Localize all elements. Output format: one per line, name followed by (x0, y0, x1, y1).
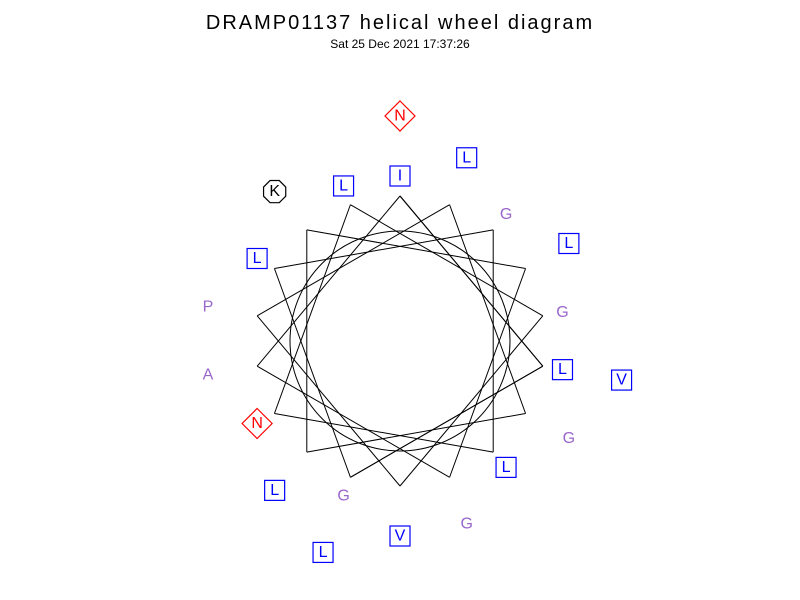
residue-4: G (500, 206, 512, 223)
residue-6: N (251, 415, 263, 432)
residue-16: G (460, 516, 472, 533)
residue-5: L (502, 459, 511, 476)
residue-1: L (558, 361, 567, 378)
helical-wheel-svg: I L G L G L N L G V P L G L K L G A N V L (0, 51, 800, 591)
residue-12: G (563, 430, 575, 447)
residue-8: G (556, 304, 568, 321)
residue-13: L (270, 482, 279, 499)
residue-11: L (462, 149, 471, 166)
residue-10: P (203, 299, 214, 316)
residue-2: G (337, 488, 349, 505)
residue-20: L (319, 544, 328, 561)
residue-3: L (253, 250, 262, 267)
residue-15: L (564, 235, 573, 252)
diagram-subtitle: Sat 25 Dec 2021 17:37:26 (0, 37, 800, 51)
residue-19: V (616, 372, 627, 389)
residue-18: N (394, 108, 406, 125)
residue-17: A (203, 366, 214, 383)
residue-9: V (395, 528, 406, 545)
residue-7: L (339, 177, 348, 194)
diagram-title: DRAMP01137 helical wheel diagram (0, 0, 800, 35)
residue-0: I (398, 168, 402, 185)
residue-14: K (269, 183, 280, 200)
